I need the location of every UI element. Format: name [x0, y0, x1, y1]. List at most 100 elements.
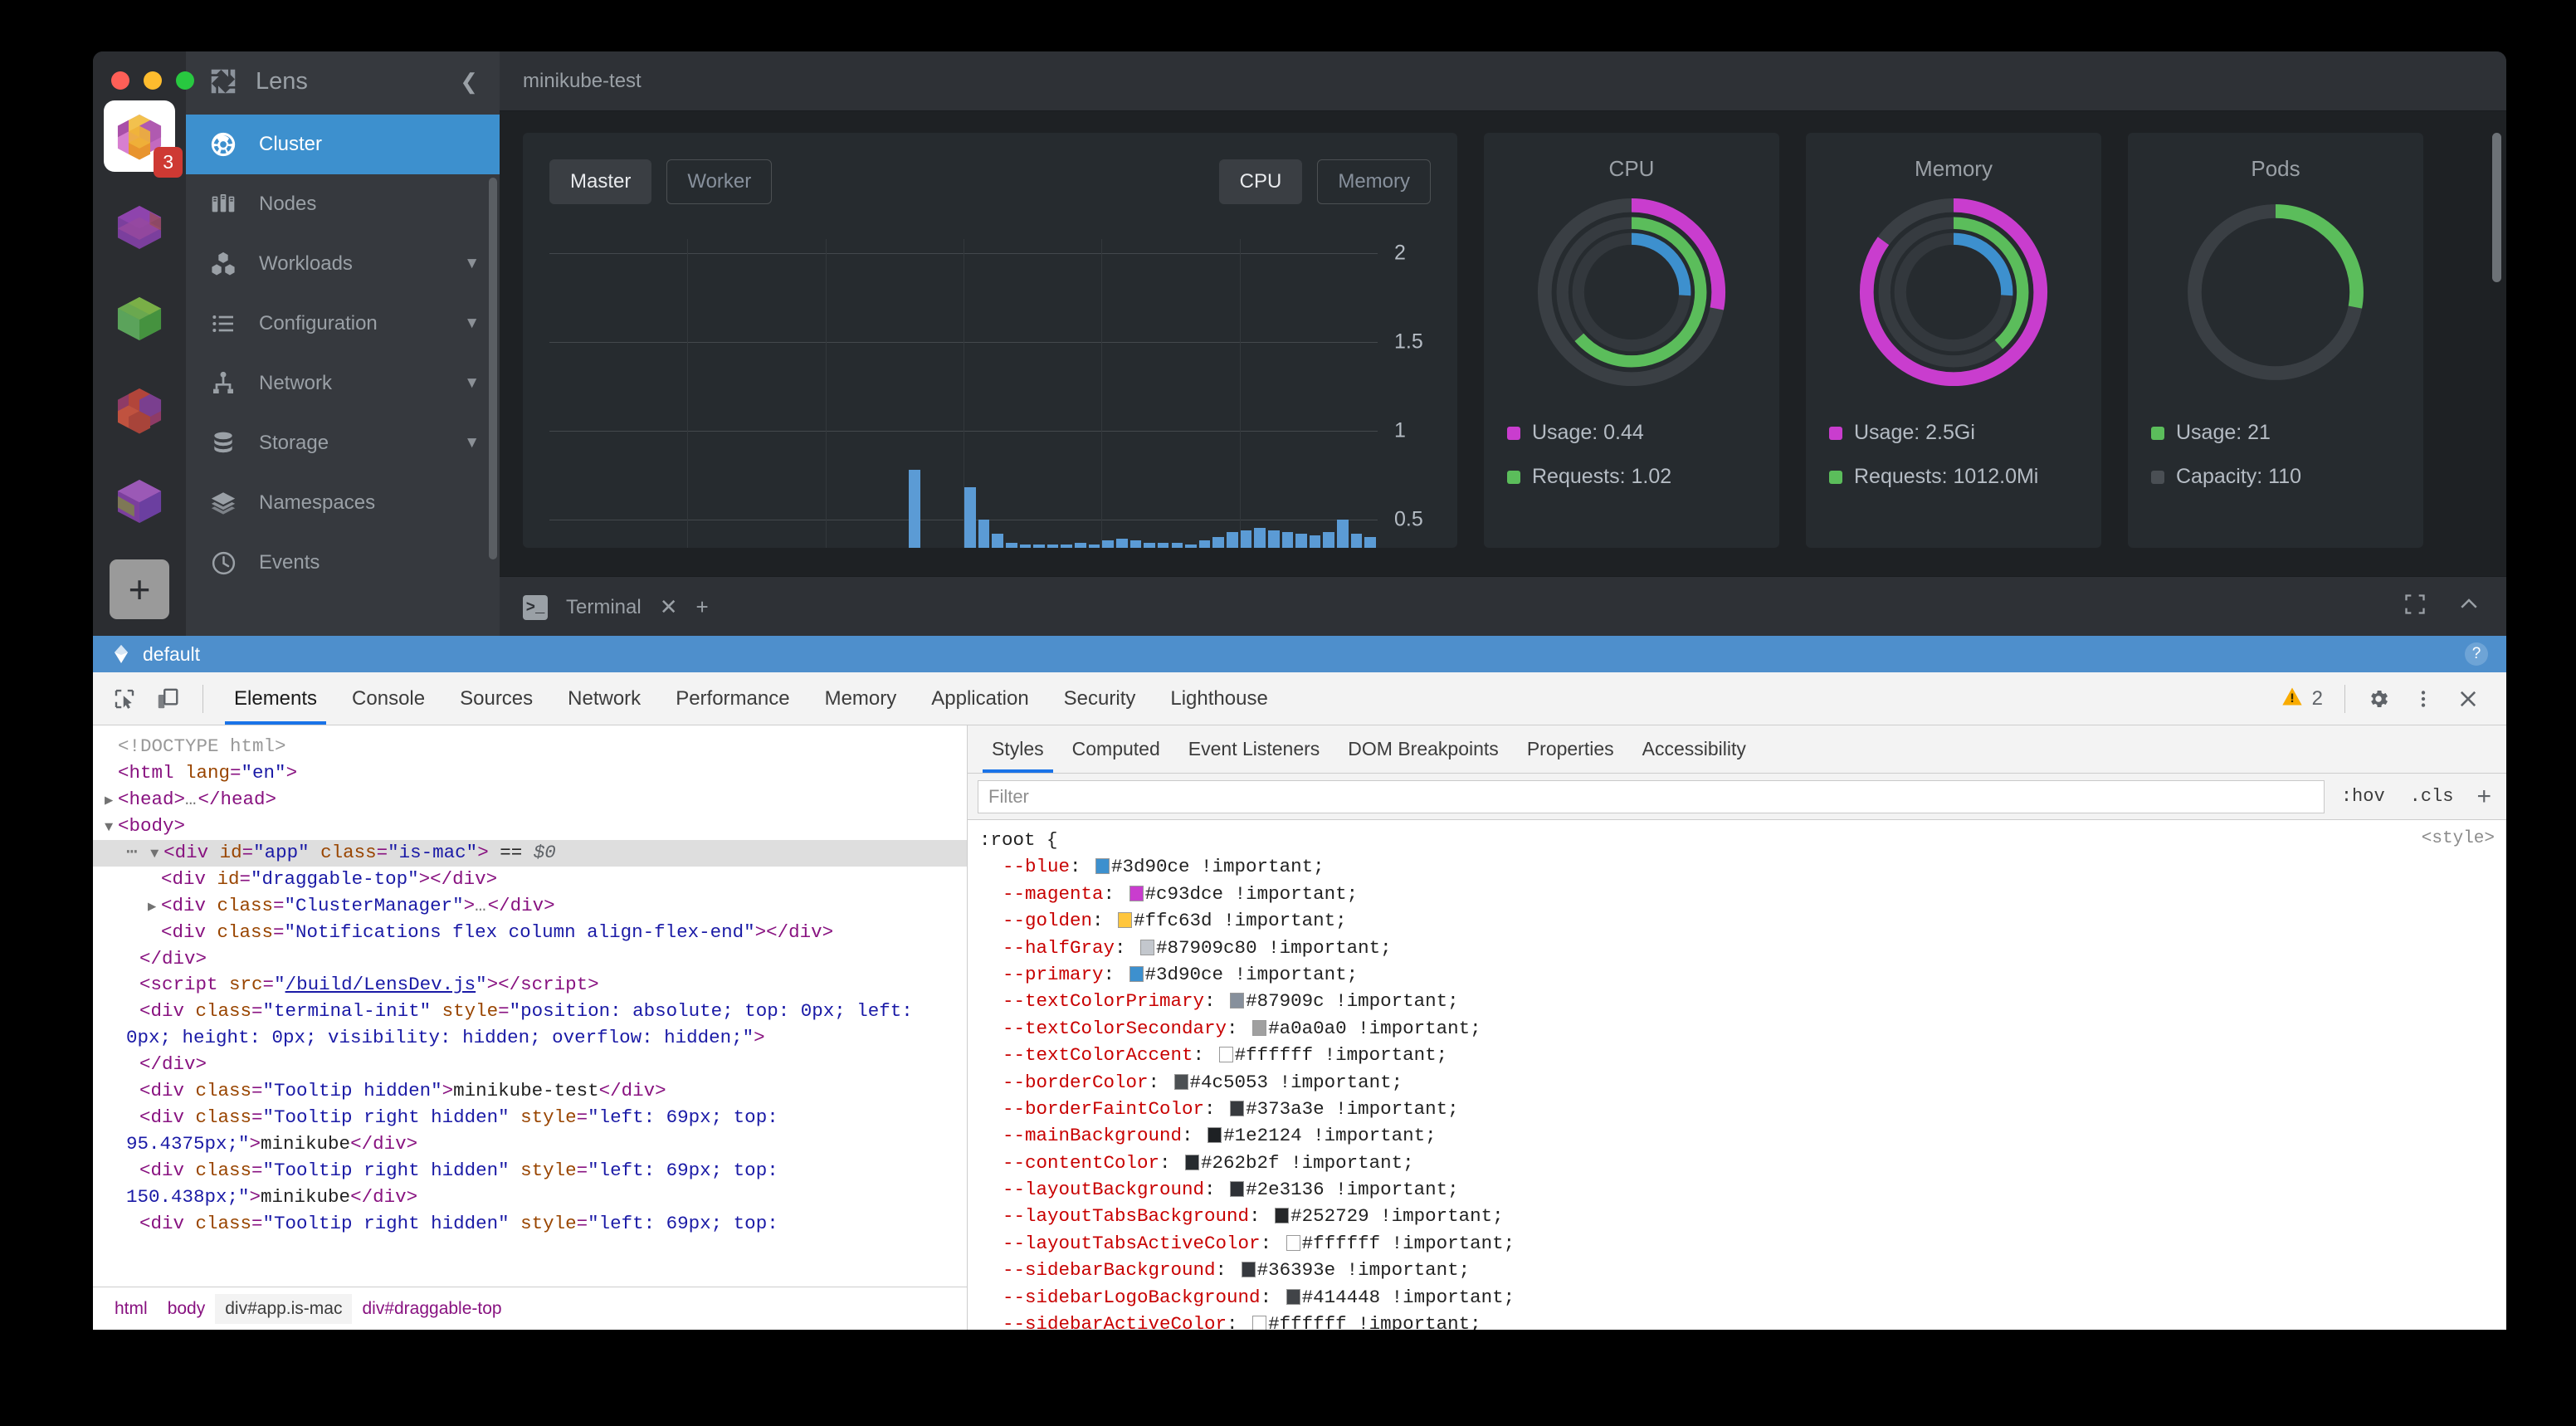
tab-lighthouse[interactable]: Lighthouse [1154, 673, 1283, 725]
css-property[interactable]: --sidebarBackground [1003, 1259, 1216, 1282]
expand-caret-icon[interactable]: ▼ [105, 819, 114, 836]
tab-sources[interactable]: Sources [444, 673, 549, 725]
color-swatch[interactable] [1241, 1262, 1256, 1278]
cluster-icon-5[interactable] [106, 468, 173, 535]
css-property[interactable]: --magenta [1003, 882, 1104, 905]
dom-tree-line[interactable]: <script src="/build/LensDev.js"></script… [139, 974, 599, 996]
sidebar-item-configuration[interactable]: Configuration ▼ [186, 294, 500, 354]
css-value[interactable]: #ffffff !important; [1301, 1232, 1515, 1254]
color-swatch[interactable] [1286, 1288, 1300, 1305]
dom-tree-line[interactable]: <!DOCTYPE html> [118, 735, 286, 757]
css-value[interactable]: #414448 !important; [1301, 1286, 1515, 1308]
css-property[interactable]: --golden [1003, 910, 1093, 932]
window-close-button[interactable] [111, 71, 129, 90]
gear-icon[interactable] [2359, 679, 2398, 719]
css-value[interactable]: #3d90ce !important; [1144, 963, 1359, 985]
sidebar-item-events[interactable]: Events [186, 533, 500, 593]
css-declaration[interactable]: --primary: #3d90ce !important; [1003, 963, 1359, 985]
dom-tree-line[interactable]: <html lang="en"> [118, 761, 298, 784]
dom-tree-line[interactable]: </div> [139, 947, 207, 969]
pods-donut-chart[interactable] [2177, 193, 2374, 391]
tab-security[interactable]: Security [1048, 673, 1152, 725]
dom-tree[interactable]: <!DOCTYPE html> <html lang="en"> ▶ <head>…<… [93, 725, 967, 1287]
cluster-icon-4[interactable] [106, 377, 173, 443]
css-property[interactable]: --primary [1003, 963, 1104, 985]
css-property[interactable]: --borderColor [1003, 1071, 1149, 1093]
color-swatch[interactable] [1275, 1208, 1290, 1224]
css-declaration[interactable]: --sidebarLogoBackground: #414448 !import… [1003, 1286, 1515, 1308]
dom-tree-line[interactable]: <div class="Tooltip hidden">minikube-tes… [139, 1080, 666, 1102]
device-toolbar-icon[interactable] [148, 679, 188, 719]
sidebar-item-storage[interactable]: Storage ▼ [186, 413, 500, 473]
sidebar-scrollbar[interactable] [489, 178, 497, 559]
cluster-icon-minikube-test[interactable]: 3 [106, 103, 183, 178]
tab-properties[interactable]: Properties [1513, 726, 1628, 773]
css-value[interactable]: #3d90ce !important; [1111, 856, 1325, 878]
cpu-toggle-button[interactable]: CPU [1218, 159, 1303, 204]
styles-rule-list[interactable]: <style> :root { --blue: #3d90ce !importa… [968, 820, 2506, 1330]
style-origin-link[interactable]: <style> [2421, 829, 2495, 848]
css-declaration[interactable]: --textColorSecondary: #a0a0a0 !important… [1003, 1017, 1481, 1039]
expand-caret-icon[interactable]: ▶ [105, 793, 114, 809]
chevron-up-icon[interactable] [2456, 592, 2481, 623]
cpu-donut-chart[interactable] [1533, 193, 1730, 391]
css-value[interactable]: #a0a0a0 !important; [1268, 1017, 1481, 1039]
dom-tree-line[interactable]: ▶ <div class="ClusterManager">…</div> [93, 893, 967, 920]
breadcrumb-node[interactable]: body [167, 1298, 206, 1318]
dom-tree-line[interactable]: <div class="Tooltip right hidden" style=… [126, 1106, 790, 1155]
css-value[interactable]: #262b2f !important; [1201, 1151, 1414, 1174]
color-swatch[interactable] [1173, 1073, 1188, 1090]
css-value[interactable]: #1e2124 !important; [1223, 1125, 1437, 1147]
dom-tree-line[interactable]: ⋯ ▼ <div id="app" class="is-mac"> == $0 [93, 839, 967, 867]
color-swatch[interactable] [1118, 912, 1133, 929]
cpu-timeseries-plot[interactable]: 0.5 1 1.5 2 [549, 239, 1423, 548]
css-declaration[interactable]: --magenta: #c93dce !important; [1003, 882, 1359, 905]
breadcrumb-node[interactable]: div#app.is-mac [215, 1293, 353, 1324]
sidebar-item-nodes[interactable]: Nodes [186, 174, 500, 234]
dom-tree-line[interactable]: <div id="draggable-top"></div> [161, 867, 498, 890]
css-declaration[interactable]: --layoutBackground: #2e3136 !important; [1003, 1179, 1459, 1201]
kebab-menu-icon[interactable] [2403, 679, 2443, 719]
tab-styles[interactable]: Styles [978, 726, 1058, 773]
color-swatch[interactable] [1252, 1316, 1267, 1330]
color-swatch[interactable] [1230, 1100, 1245, 1116]
sidebar-item-workloads[interactable]: Workloads ▼ [186, 234, 500, 294]
dom-tree-line[interactable]: ▶ <head>…</head> [93, 787, 967, 813]
breadcrumb-node[interactable]: div#draggable-top [362, 1298, 502, 1318]
sidebar-item-network[interactable]: Network ▼ [186, 354, 500, 413]
help-icon[interactable]: ? [2465, 642, 2488, 666]
node-menu-icon[interactable]: ⋯ [126, 841, 139, 863]
css-property[interactable]: --layoutTabsBackground [1003, 1205, 1250, 1228]
expand-caret-icon[interactable]: ▼ [150, 846, 159, 862]
tab-dom-breakpoints[interactable]: DOM Breakpoints [1334, 726, 1513, 773]
css-property[interactable]: --borderFaintColor [1003, 1097, 1205, 1120]
css-property[interactable]: --sidebarActiveColor [1003, 1313, 1227, 1330]
dom-tree-line[interactable]: <div class="Tooltip right hidden" style=… [126, 1160, 790, 1208]
memory-toggle-button[interactable]: Memory [1317, 159, 1431, 204]
expand-caret-icon[interactable]: ▶ [148, 899, 157, 916]
css-value[interactable]: #ffffff !important; [1234, 1044, 1448, 1067]
breadcrumb-node[interactable]: html [115, 1298, 148, 1318]
css-declaration[interactable]: --sidebarBackground: #36393e !important; [1003, 1259, 1471, 1282]
inspect-element-icon[interactable] [105, 679, 144, 719]
css-property[interactable]: --textColorSecondary [1003, 1017, 1227, 1039]
memory-donut-chart[interactable] [1855, 193, 2052, 391]
css-property[interactable]: --layoutTabsActiveColor [1003, 1232, 1261, 1254]
tab-memory[interactable]: Memory [809, 673, 913, 725]
window-minimize-button[interactable] [144, 71, 162, 90]
color-swatch[interactable] [1208, 1127, 1222, 1144]
css-property[interactable]: --blue [1003, 856, 1071, 878]
close-icon[interactable] [2448, 679, 2488, 719]
color-swatch[interactable] [1230, 1181, 1245, 1198]
add-cluster-button[interactable]: + [110, 559, 169, 619]
terminal-tab-label[interactable]: Terminal [566, 595, 642, 618]
css-value[interactable]: #373a3e !important; [1246, 1097, 1459, 1120]
style-filter-input[interactable] [978, 779, 2325, 813]
css-value[interactable]: #ffc63d !important; [1134, 910, 1347, 932]
warning-triangle-icon[interactable] [2281, 685, 2304, 712]
css-value[interactable]: #87909c !important; [1246, 990, 1459, 1013]
css-value[interactable]: #252729 !important; [1290, 1205, 1504, 1228]
css-declaration[interactable]: --borderColor: #4c5053 !important; [1003, 1071, 1403, 1093]
color-swatch[interactable] [1129, 965, 1144, 982]
css-declaration[interactable]: --borderFaintColor: #373a3e !important; [1003, 1097, 1459, 1120]
